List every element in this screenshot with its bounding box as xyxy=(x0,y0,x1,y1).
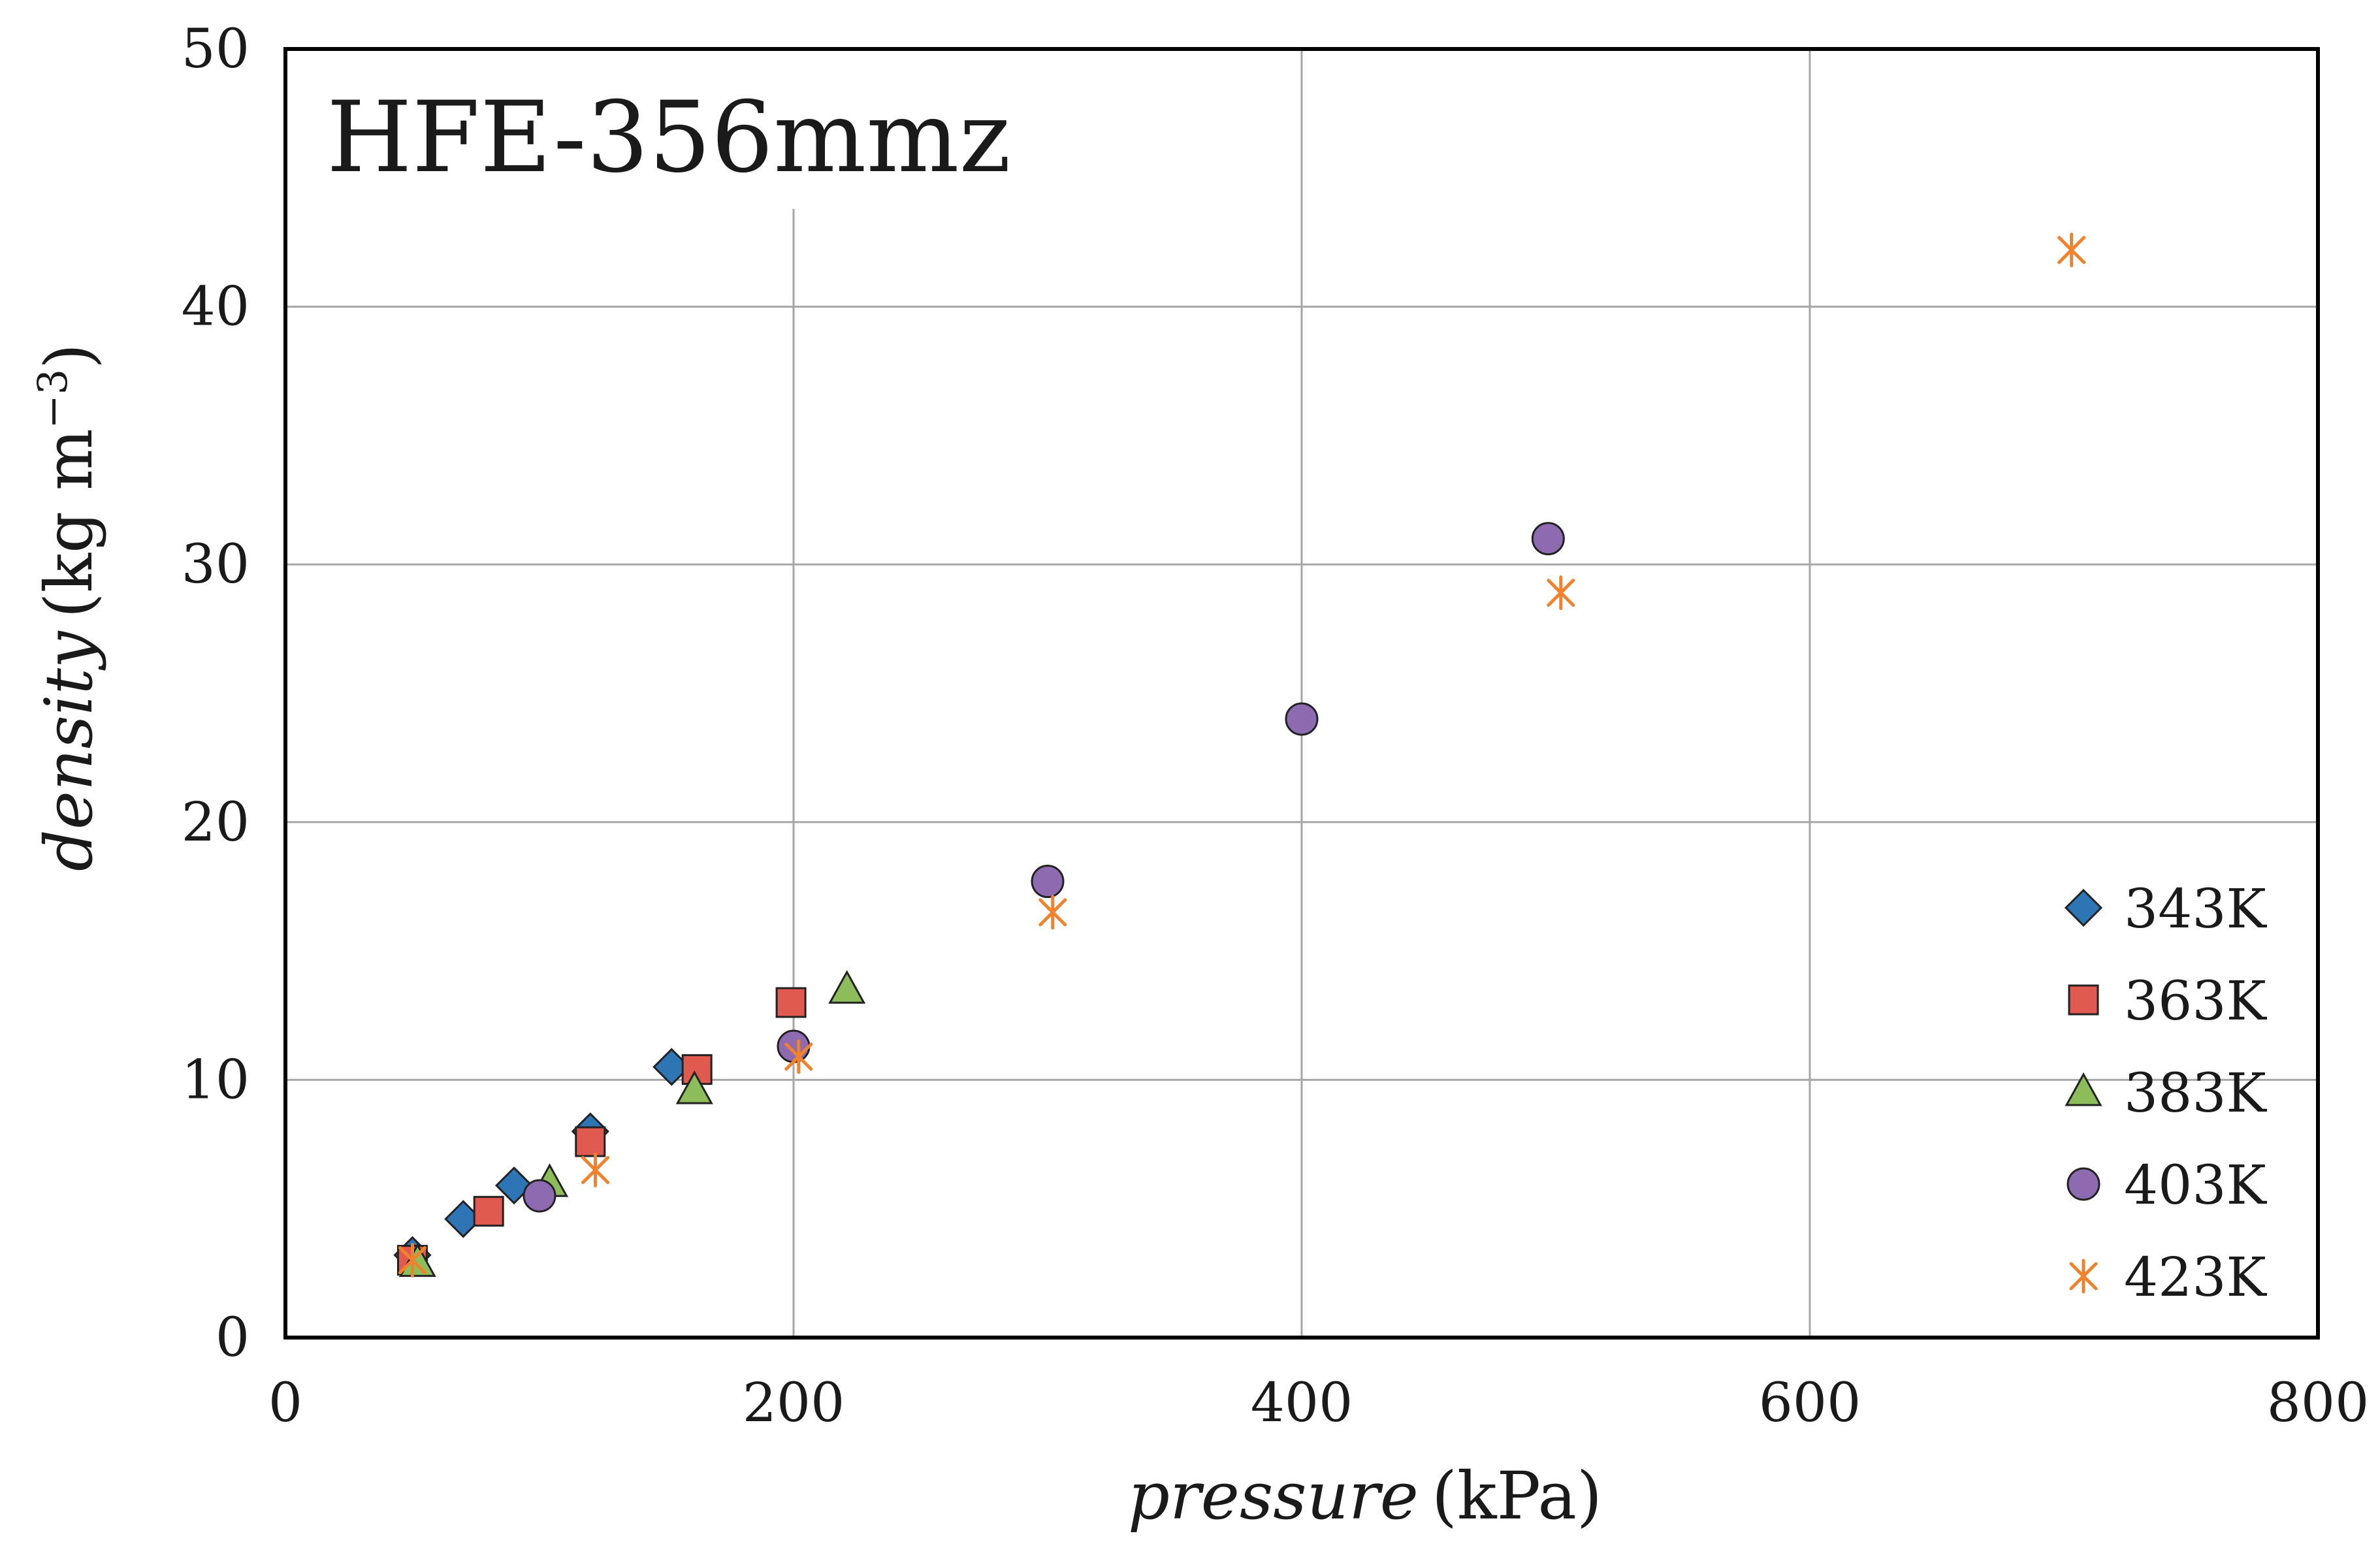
data-point-403K xyxy=(1031,865,1065,899)
y-axis-title-variable: density xyxy=(31,630,107,871)
x-axis-title-unit: (kPa) xyxy=(1432,1458,1602,1534)
legend-label: 383K xyxy=(2124,1063,2268,1125)
legend-marker-343K xyxy=(2064,888,2103,927)
legend-marker-403K xyxy=(2066,1167,2100,1201)
y-axis-title: density (kg m−3) xyxy=(29,344,107,871)
data-point-383K xyxy=(828,970,866,1004)
x-tick-label: 200 xyxy=(743,1372,845,1434)
data-point-343K xyxy=(494,1166,534,1205)
legend-marker-363K xyxy=(2068,984,2099,1016)
y-tick-label: 20 xyxy=(182,792,249,854)
x-tick-label: 800 xyxy=(2267,1372,2370,1434)
legend-label: 403K xyxy=(2124,1155,2268,1217)
x-tick-label: 400 xyxy=(1251,1372,1353,1434)
y-tick-label: 30 xyxy=(182,534,249,596)
data-point-423K xyxy=(784,1039,813,1074)
legend-marker-383K xyxy=(2065,1072,2102,1106)
data-point-363K xyxy=(575,1126,606,1157)
y-axis-title-close: ) xyxy=(31,344,107,369)
y-tick-label: 0 xyxy=(216,1307,249,1369)
data-point-403K xyxy=(523,1179,556,1213)
data-point-423K xyxy=(581,1153,610,1188)
data-point-363K xyxy=(681,1054,713,1085)
legend-label: 343K xyxy=(2124,878,2268,940)
y-axis-title-exponent: −3 xyxy=(29,369,76,428)
grid-lines xyxy=(285,49,2318,1338)
legend-label: 363K xyxy=(2124,971,2268,1033)
legend-label: 423K xyxy=(2124,1247,2268,1309)
data-point-423K xyxy=(2057,233,2086,268)
data-point-383K xyxy=(398,1243,436,1277)
data-point-423K xyxy=(398,1243,426,1278)
y-tick-label: 50 xyxy=(182,18,249,80)
x-tick-label: 0 xyxy=(268,1372,302,1434)
y-tick-label: 40 xyxy=(182,276,249,338)
data-point-403K xyxy=(1285,702,1319,736)
tick-labels: 0 200 400 600 800 0 10 20 30 40 50 xyxy=(182,18,2370,1434)
data-point-423K xyxy=(1038,895,1067,930)
x-axis-title-variable: pressure xyxy=(1128,1458,1419,1534)
legend: 343K 363K 383K 403K 423K xyxy=(2064,878,2268,1309)
chart-title: HFE-356mmz xyxy=(327,81,1011,195)
data-points xyxy=(393,233,2086,1278)
x-axis-title: pressure (kPa) xyxy=(1128,1458,1602,1534)
data-point-403K xyxy=(777,1029,811,1063)
plot-frame xyxy=(283,47,2320,1340)
data-point-423K xyxy=(1547,575,1575,611)
data-point-383K xyxy=(675,1070,713,1104)
legend-marker-423K xyxy=(2069,1259,2098,1294)
data-point-363K xyxy=(473,1196,504,1227)
data-point-403K xyxy=(1531,522,1565,556)
data-point-363K xyxy=(775,987,807,1018)
x-tick-label: 600 xyxy=(1759,1372,1861,1434)
y-tick-label: 10 xyxy=(182,1049,249,1111)
y-axis-title-unit: (kg m xyxy=(31,428,107,618)
